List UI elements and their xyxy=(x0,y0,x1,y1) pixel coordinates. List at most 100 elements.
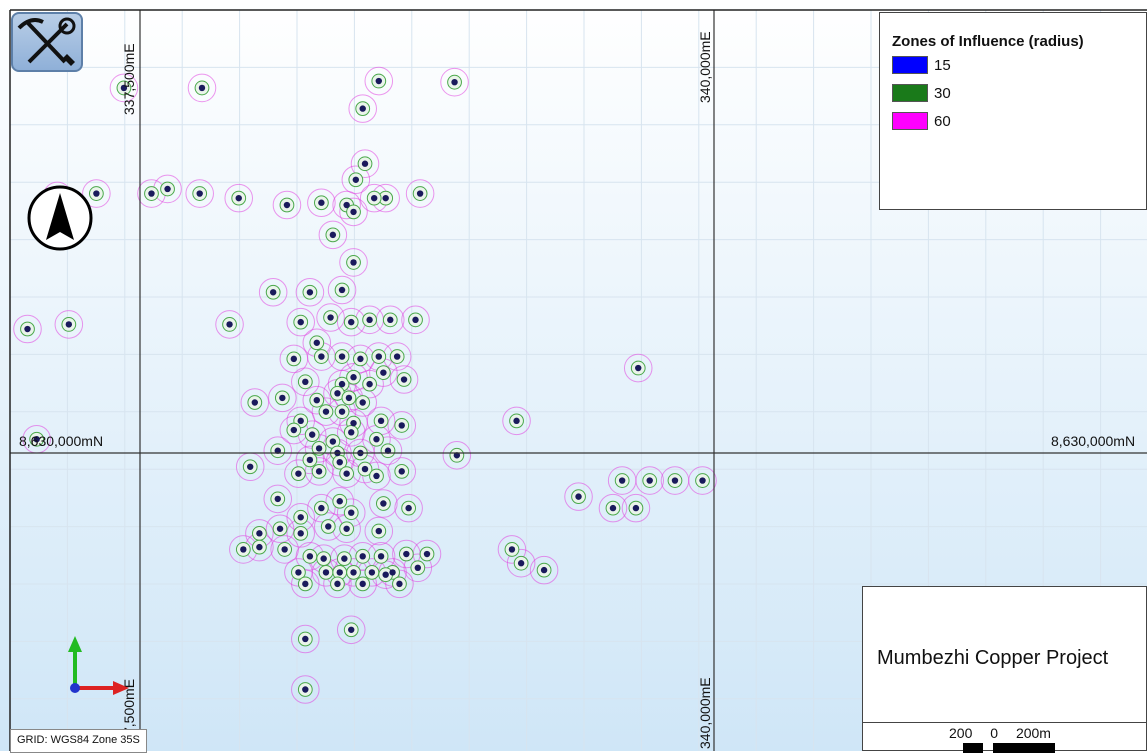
drillhole-collar[interactable] xyxy=(609,504,617,512)
drillhole-collar[interactable] xyxy=(341,555,348,562)
drillhole-collar[interactable] xyxy=(412,316,419,324)
drillhole-collar[interactable] xyxy=(196,190,203,197)
drillhole-collar[interactable] xyxy=(343,201,350,209)
drillhole-collar[interactable] xyxy=(283,201,291,209)
drillhole-collar[interactable] xyxy=(451,78,458,86)
drillhole-collar[interactable] xyxy=(120,84,128,92)
drillhole-collar[interactable] xyxy=(405,504,412,512)
drillhole-collar[interactable] xyxy=(345,394,353,402)
drillhole-collar[interactable] xyxy=(343,470,350,477)
drillhole-collar[interactable] xyxy=(646,477,653,484)
drillhole-collar[interactable] xyxy=(350,208,357,216)
drillhole-collar[interactable] xyxy=(336,458,343,466)
drillhole-collar[interactable] xyxy=(635,364,642,372)
drillhole-collar[interactable] xyxy=(361,465,369,473)
drillhole-collar[interactable] xyxy=(375,527,382,535)
drillhole-collar[interactable] xyxy=(315,468,323,475)
drillhole-collar[interactable] xyxy=(318,504,325,512)
xyz-axis-icon[interactable] xyxy=(68,636,129,695)
drillhole-collar[interactable] xyxy=(320,555,327,562)
drillhole-collar[interactable] xyxy=(295,569,302,576)
drillhole-collar[interactable] xyxy=(24,325,31,333)
drillhole-collar[interactable] xyxy=(315,445,323,452)
drillhole-collar[interactable] xyxy=(359,105,366,112)
drillhole-collar[interactable] xyxy=(618,477,626,484)
drillhole-collar[interactable] xyxy=(373,436,380,443)
drillhole-collar[interactable] xyxy=(377,553,385,560)
drillhole-collar[interactable] xyxy=(334,390,341,397)
drillhole-collar[interactable] xyxy=(338,286,346,294)
drillhole-collar[interactable] xyxy=(148,190,155,197)
drillhole-collar[interactable] xyxy=(338,353,346,360)
drillhole-collar[interactable] xyxy=(350,374,357,381)
drillhole-collar[interactable] xyxy=(396,580,403,588)
drillhole-collar[interactable] xyxy=(322,569,330,576)
drillhole-collar[interactable] xyxy=(279,394,286,402)
drillhole-collar[interactable] xyxy=(281,546,288,553)
drillhole-collar[interactable] xyxy=(361,160,369,167)
drillhole-collar[interactable] xyxy=(699,477,706,484)
drillhole-collar[interactable] xyxy=(309,431,316,438)
drillhole-collar[interactable] xyxy=(325,523,332,530)
drillhole-collar[interactable] xyxy=(398,468,405,475)
drillhole-collar[interactable] xyxy=(423,550,431,558)
drillhole-collar[interactable] xyxy=(575,493,582,500)
drillhole-collar[interactable] xyxy=(322,408,330,415)
drillhole-collar[interactable] xyxy=(348,626,355,633)
drillhole-collar[interactable] xyxy=(359,553,366,560)
drillhole-collar[interactable] xyxy=(269,289,277,296)
drillhole-collar[interactable] xyxy=(306,553,314,560)
drillhole-collar[interactable] xyxy=(359,580,366,588)
drillhole-collar[interactable] xyxy=(348,509,355,516)
drillhole-collar[interactable] xyxy=(359,399,366,406)
drillhole-collar[interactable] xyxy=(338,408,346,415)
drillhole-collar[interactable] xyxy=(382,194,389,202)
drillhole-collar[interactable] xyxy=(373,472,380,480)
drillhole-collar[interactable] xyxy=(370,194,378,202)
drillhole-collar[interactable] xyxy=(352,176,360,183)
drillhole-collar[interactable] xyxy=(414,564,422,571)
drillhole-collar[interactable] xyxy=(338,380,346,388)
drillhole-collar[interactable] xyxy=(336,498,343,505)
drillhole-collar[interactable] xyxy=(295,470,302,477)
drillhole-collar[interactable] xyxy=(387,316,394,324)
drillhole-collar[interactable] xyxy=(671,477,679,484)
drillhole-collar[interactable] xyxy=(274,495,281,503)
drillhole-collar[interactable] xyxy=(334,580,341,588)
drillhole-collar[interactable] xyxy=(329,231,337,239)
drillhole-collar[interactable] xyxy=(403,550,410,558)
drillhole-collar[interactable] xyxy=(235,194,242,202)
drillhole-collar[interactable] xyxy=(382,571,389,578)
drillhole-collar[interactable] xyxy=(33,436,40,443)
drillhole-collar[interactable] xyxy=(540,566,548,574)
drillhole-collar[interactable] xyxy=(302,635,309,643)
drillhole-collar[interactable] xyxy=(256,543,263,551)
drillhole-collar[interactable] xyxy=(348,429,355,436)
drillhole-collar[interactable] xyxy=(302,580,309,588)
drillhole-collar[interactable] xyxy=(350,259,357,266)
drillhole-collar[interactable] xyxy=(306,289,314,296)
drillhole-collar[interactable] xyxy=(508,546,516,553)
drillhole-collar[interactable] xyxy=(313,396,320,404)
drillhole-collar[interactable] xyxy=(389,569,396,576)
drillhole-collar[interactable] xyxy=(297,417,304,425)
drillhole-collar[interactable] xyxy=(306,456,314,464)
drillhole-collar[interactable] xyxy=(368,569,376,576)
drillhole-collar[interactable] xyxy=(400,376,408,383)
drillhole-collar[interactable] xyxy=(393,353,401,360)
drillhole-collar[interactable] xyxy=(357,355,364,363)
drillhole-collar[interactable] xyxy=(343,525,350,532)
drillhole-collar[interactable] xyxy=(93,190,100,197)
logo-button[interactable] xyxy=(11,12,83,72)
drillhole-collar[interactable] xyxy=(375,77,382,85)
drillhole-collar[interactable] xyxy=(297,514,304,521)
drillhole-collar[interactable] xyxy=(366,316,373,324)
drillhole-collar[interactable] xyxy=(302,378,309,386)
drillhole-collar[interactable] xyxy=(366,380,373,388)
drillhole-collar[interactable] xyxy=(517,560,525,567)
drillhole-collar[interactable] xyxy=(318,353,325,360)
drillhole-collar[interactable] xyxy=(256,530,263,537)
drillhole-collar[interactable] xyxy=(513,417,520,425)
drillhole-collar[interactable] xyxy=(65,321,73,328)
drillhole-collar[interactable] xyxy=(377,417,385,425)
